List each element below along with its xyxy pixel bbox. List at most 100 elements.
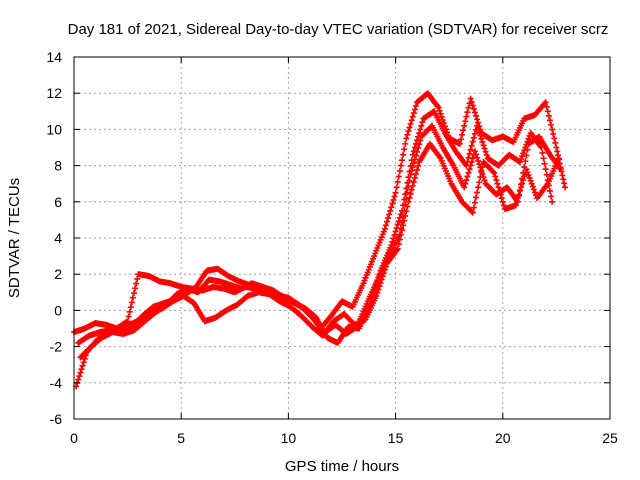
data-point-interp: [369, 295, 376, 302]
data-point: [399, 207, 406, 214]
data-point-interp: [462, 118, 469, 125]
data-point-interp: [377, 279, 384, 286]
data-point-interp: [554, 148, 561, 155]
data-point-interp: [436, 107, 443, 114]
data-point-interp: [530, 186, 537, 193]
data-point-interp: [528, 180, 535, 187]
data-point-interp: [513, 198, 520, 205]
data-point-interp: [391, 231, 398, 238]
data-point: [381, 225, 388, 232]
data-point-interp: [529, 183, 536, 190]
data-point-interp: [469, 138, 476, 145]
data-point-interp: [479, 164, 486, 171]
data-point-interp: [526, 174, 533, 181]
data-point-interp: [548, 193, 555, 200]
data-point-interp: [524, 138, 531, 145]
data-point-interp: [395, 241, 402, 248]
data-point-interp: [468, 142, 475, 149]
data-point-interp: [400, 151, 407, 158]
data-point: [463, 162, 470, 169]
data-point-interp: [412, 140, 419, 147]
data-point-interp: [407, 190, 414, 197]
data-point: [523, 166, 530, 173]
data-point-interp: [416, 130, 423, 137]
data-point-interp: [382, 222, 389, 229]
data-point-interp: [394, 221, 401, 228]
data-point-interp: [482, 148, 489, 155]
data-point: [557, 166, 564, 173]
data-point-interp: [474, 189, 481, 196]
data-point: [461, 184, 468, 191]
data-point-interp: [397, 231, 404, 238]
data-point-interp: [404, 179, 411, 186]
data-point-interp: [469, 102, 476, 109]
data-point-interp: [473, 194, 479, 201]
y-axis-title: SDTVAR / TECUs: [6, 178, 23, 298]
data-point-interp: [414, 166, 421, 173]
data-point-interp: [390, 196, 397, 203]
data-point-interp: [525, 135, 532, 142]
data-point-interp: [546, 117, 553, 124]
data-point-interp: [520, 177, 527, 184]
data-point-interp: [411, 144, 418, 151]
data-point-interp: [401, 146, 408, 153]
data-point-interp: [524, 169, 531, 176]
data-point-interp: [467, 146, 474, 153]
data-point-interp: [522, 144, 529, 151]
data-point-interp: [131, 290, 138, 297]
data-point-interp: [408, 186, 415, 193]
data-point-interp: [401, 217, 408, 224]
data-point-interp: [380, 270, 387, 277]
y-tick-label: 14: [46, 49, 62, 65]
data-point-interp: [464, 173, 471, 180]
data-point-interp: [550, 130, 557, 137]
data-point-interp: [404, 203, 411, 210]
data-point-interp: [406, 168, 413, 175]
data-point-interp: [128, 299, 135, 306]
data-point-interp: [515, 191, 522, 198]
data-point: [403, 135, 410, 142]
y-tick-label: -6: [50, 411, 63, 427]
data-point-interp: [496, 187, 503, 194]
data-point: [456, 140, 463, 147]
data-point-interp: [561, 180, 568, 187]
data-point-interp: [477, 174, 484, 181]
y-tick-label: -4: [50, 375, 63, 391]
data-point-interp: [400, 202, 407, 209]
x-tick-label: 0: [70, 430, 78, 446]
data-point-interp: [134, 275, 141, 282]
data-point-interp: [516, 187, 523, 194]
data-point-interp: [407, 162, 414, 169]
data-point-interp: [539, 149, 546, 156]
data-point-interp: [125, 313, 132, 320]
data-point-interp: [415, 162, 422, 169]
data-point-interp: [481, 145, 488, 152]
data-point-interp: [474, 116, 481, 123]
data-point: [405, 198, 412, 205]
data-point: [553, 144, 560, 151]
data-marks: [71, 90, 568, 390]
data-point-interp: [389, 238, 396, 245]
data-point-interp: [475, 157, 482, 164]
data-point-interp: [79, 362, 86, 369]
data-point-interp: [375, 274, 382, 281]
data-point: [469, 209, 476, 216]
data-point-interp: [387, 207, 394, 214]
data-point-interp: [133, 280, 140, 287]
data-point-interp: [414, 137, 421, 144]
data-point-interp: [412, 102, 419, 109]
data-point-interp: [76, 373, 83, 380]
data-point-interp: [465, 169, 472, 176]
data-point-interp: [81, 355, 88, 362]
data-point-interp: [518, 184, 525, 191]
data-point-interp: [77, 369, 84, 376]
data-point: [373, 292, 380, 299]
data-point-interp: [466, 166, 473, 173]
data-point-interp: [541, 160, 548, 167]
data-point-interp: [465, 104, 472, 111]
data-point-interp: [523, 141, 530, 148]
data-point-interp: [551, 135, 558, 142]
data-point-interp: [531, 189, 538, 196]
data-point-interp: [468, 208, 475, 215]
